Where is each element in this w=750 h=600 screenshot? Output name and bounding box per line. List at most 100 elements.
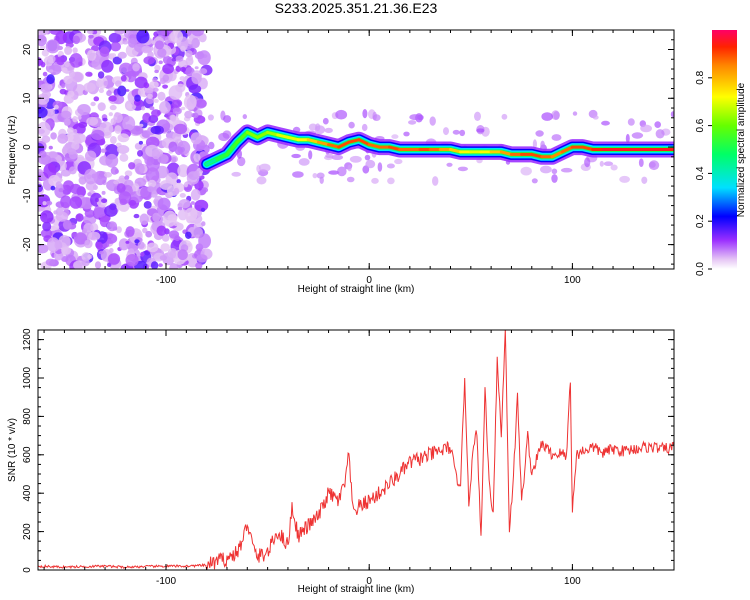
- snr-panel: -100 0 100 0 200 400 600 800 1000 1200 Height of…: [7, 328, 675, 595]
- noise-blob: [140, 251, 145, 257]
- noise-blob: [152, 87, 159, 92]
- y-tick-label: 800: [22, 408, 33, 425]
- y-tick-label: 200: [22, 523, 33, 540]
- noise-blob: [110, 166, 119, 175]
- noise-blob: [625, 133, 630, 143]
- noise-blob: [169, 263, 178, 269]
- noise-blob: [335, 109, 348, 120]
- noise-blob: [535, 130, 544, 137]
- noise-blob: [160, 243, 170, 252]
- noise-blob: [48, 145, 53, 150]
- noise-blob: [120, 75, 127, 82]
- noise-blob: [175, 55, 184, 62]
- noise-blob: [610, 164, 618, 171]
- y-tick-label: 400: [22, 484, 33, 501]
- noise-blob: [46, 74, 55, 85]
- noise-blob: [176, 179, 181, 184]
- noise-blob: [325, 153, 334, 158]
- noise-blob: [654, 121, 661, 128]
- noise-blob: [55, 211, 69, 222]
- ridge-core-segment: [499, 150, 513, 156]
- snr-y-label: SNR (10 * v/v): [7, 418, 18, 482]
- noise-blob: [452, 129, 460, 135]
- noise-blob: [94, 204, 107, 218]
- noise-blob: [72, 35, 81, 45]
- noise-blob: [128, 199, 137, 206]
- noise-blob: [386, 163, 395, 169]
- noise-blob: [102, 117, 108, 122]
- noise-blob: [63, 75, 73, 85]
- noise-blob: [408, 120, 417, 125]
- noise-blob: [61, 246, 72, 255]
- noise-blob: [69, 196, 83, 209]
- colorbar-tick-label: 0.8: [695, 70, 706, 84]
- noise-blob: [298, 158, 310, 166]
- noise-blob: [292, 171, 304, 178]
- ridge-core-segment: [357, 138, 371, 147]
- noise-blob: [48, 69, 54, 73]
- noise-blob: [68, 166, 77, 175]
- noise-blob: [125, 254, 139, 267]
- noise-blob: [138, 140, 143, 145]
- colorbar-tick-label: 0.6: [695, 118, 706, 132]
- noise-blob: [108, 32, 122, 44]
- noise-blob: [372, 114, 381, 121]
- noise-blob: [70, 71, 84, 83]
- noise-blob: [41, 135, 51, 143]
- noise-blob: [75, 213, 84, 222]
- noise-blob: [110, 53, 117, 58]
- noise-blob: [670, 111, 674, 118]
- noise-blob: [501, 113, 508, 120]
- y-tick-label: 10: [22, 92, 33, 104]
- noise-blob: [87, 30, 94, 34]
- noise-blob: [592, 115, 599, 120]
- noise-blob: [362, 109, 368, 119]
- noise-blob: [315, 123, 321, 131]
- ridge-core-segment: [215, 152, 229, 161]
- noise-blob: [347, 164, 352, 172]
- noise-blob: [45, 200, 53, 206]
- noise-blob: [94, 261, 102, 269]
- noise-blob: [157, 154, 169, 164]
- noise-blob: [157, 197, 171, 211]
- noise-blob: [601, 120, 610, 126]
- noise-blob: [100, 148, 107, 153]
- noise-blob: [446, 162, 453, 167]
- noise-blob: [147, 93, 153, 100]
- noise-blob: [84, 150, 97, 162]
- noise-blob: [84, 239, 90, 246]
- ridge-core-segment: [337, 140, 351, 149]
- noise-blob: [532, 139, 538, 149]
- noise-blob: [184, 110, 193, 119]
- noise-blob: [101, 198, 108, 203]
- noise-blob: [541, 112, 553, 121]
- noise-blob: [201, 187, 209, 193]
- noise-blob: [118, 175, 126, 183]
- noise-blob: [114, 198, 121, 204]
- noise-blob: [638, 158, 644, 167]
- noise-blob: [88, 231, 101, 241]
- noise-blob: [201, 221, 206, 227]
- noise-blob: [177, 206, 183, 211]
- noise-blob: [38, 243, 49, 254]
- noise-blob: [193, 170, 200, 178]
- noise-blob: [72, 133, 87, 144]
- noise-blob: [110, 42, 121, 52]
- noise-blob: [173, 187, 180, 195]
- noise-blob: [154, 64, 161, 72]
- noise-blob: [152, 212, 161, 222]
- y-tick-label: 0: [22, 144, 33, 150]
- noise-blob: [96, 79, 104, 88]
- noise-blob: [231, 171, 241, 177]
- noise-blob: [40, 61, 46, 68]
- noise-blob: [324, 127, 333, 134]
- y-tick-label: -10: [22, 188, 33, 203]
- noise-blob: [134, 239, 140, 244]
- noise-blob: [147, 179, 157, 188]
- noise-blob: [122, 116, 136, 131]
- noise-blob: [133, 213, 140, 219]
- noise-blob: [457, 166, 468, 172]
- noise-blob: [195, 262, 203, 269]
- noise-blob: [551, 110, 560, 121]
- noise-blob: [113, 112, 123, 123]
